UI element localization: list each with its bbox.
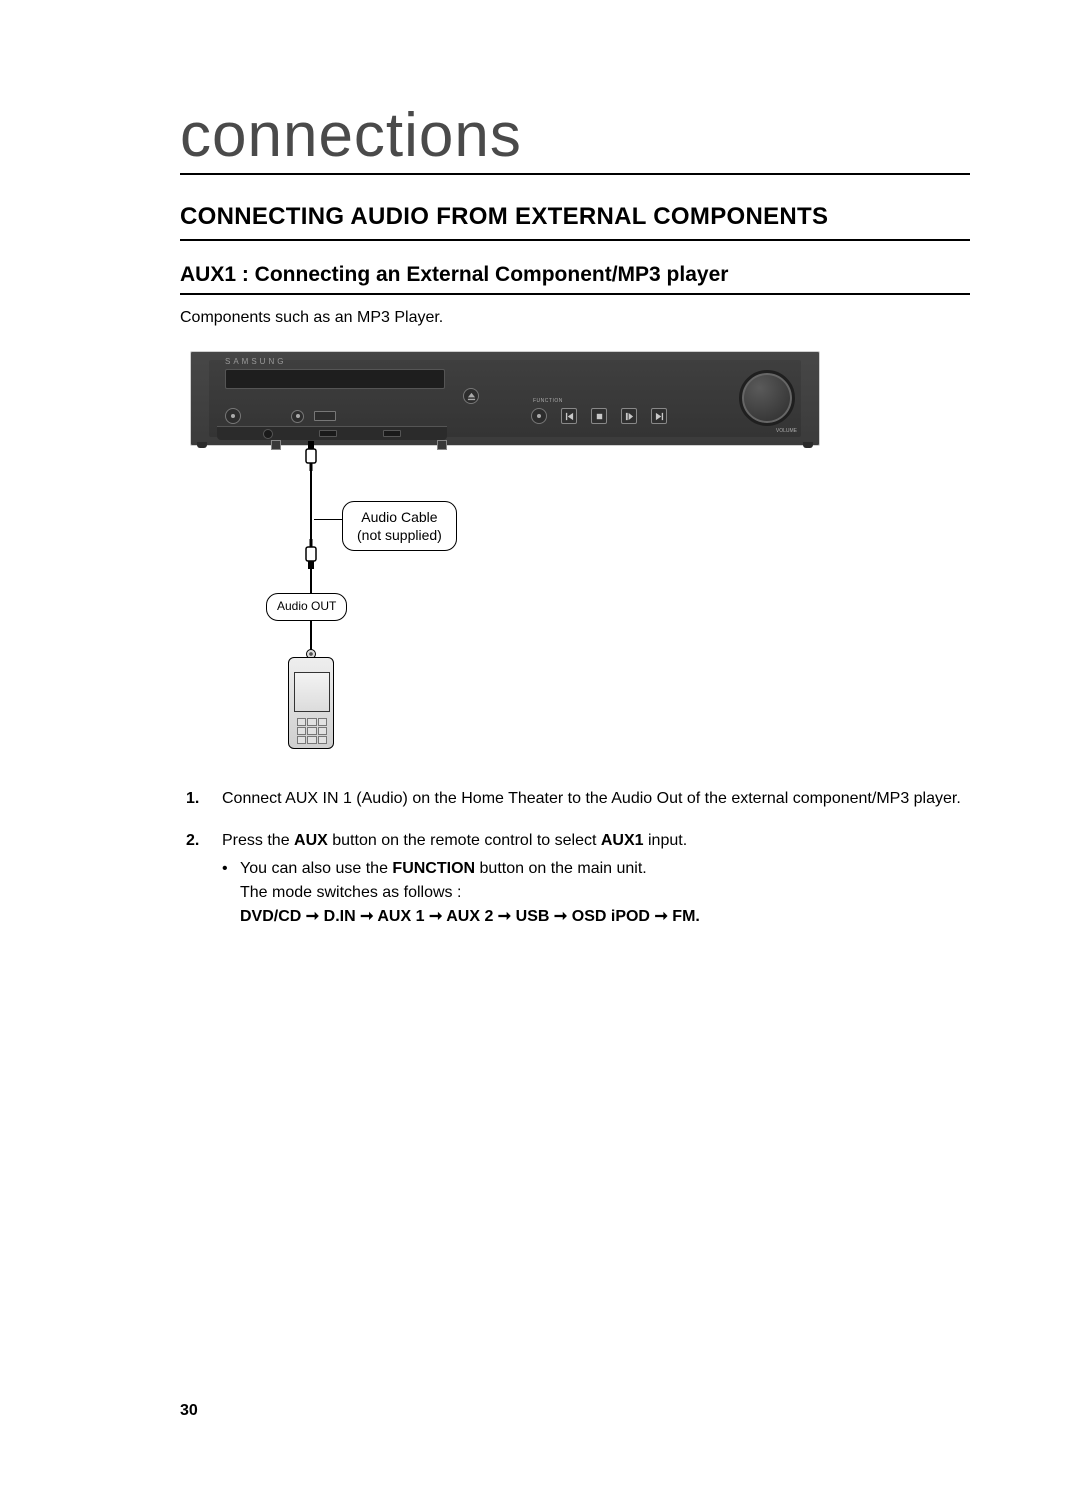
mp3-screen [294, 672, 330, 712]
home-theater-front-panel: SAMSUNG FUNCTION [190, 351, 820, 446]
next-track-icon [651, 408, 667, 424]
panel-notch [271, 440, 281, 450]
cable-plug-top [303, 441, 319, 471]
mode-item: USB [516, 908, 550, 925]
subsection-heading: AUX1 : Connecting an External Component/… [180, 263, 970, 295]
step-1: Connect AUX IN 1 (Audio) on the Home The… [204, 787, 970, 811]
arrow-icon: ➞ [360, 908, 373, 925]
usb-port [383, 430, 401, 437]
stop-icon [591, 408, 607, 424]
bullet-text: You can also use the [240, 860, 392, 877]
callout-audio-out: Audio OUT [266, 593, 347, 621]
bold-text: AUX1 [601, 832, 644, 849]
left-button-row [225, 408, 336, 424]
callout-lead-line [314, 519, 342, 520]
power-button-icon [225, 408, 241, 424]
mode-item: AUX 2 [446, 908, 493, 925]
callout-audio-cable: Audio Cable (not supplied) [342, 501, 457, 551]
volume-knob [739, 370, 795, 426]
arrow-icon: ➞ [498, 908, 511, 925]
callout-text: (not supplied) [357, 527, 442, 543]
connection-diagram: SAMSUNG FUNCTION [190, 351, 820, 761]
play-pause-icon [621, 408, 637, 424]
small-round-button [291, 410, 304, 423]
eject-button [463, 388, 479, 404]
section-heading: CONNECTING AUDIO FROM EXTERNAL COMPONENT… [180, 203, 970, 241]
step-text: Press the [222, 832, 294, 849]
callout-text: Audio OUT [277, 599, 336, 613]
mode-item: DVD/CD [240, 908, 301, 925]
page-number: 30 [180, 1402, 198, 1420]
manual-page: connections CONNECTING AUDIO FROM EXTERN… [0, 0, 1080, 1492]
control-button-row [531, 408, 667, 424]
cable-plug-bottom [303, 539, 319, 569]
aux-in-port [263, 429, 273, 439]
mode-item: OSD iPOD [572, 908, 650, 925]
mp3-player-illustration [288, 649, 334, 749]
arrow-icon: ➞ [429, 908, 442, 925]
arrow-icon: ➞ [654, 908, 667, 925]
bullet-text: The mode switches as follows : [240, 884, 461, 901]
front-port-panel [217, 426, 447, 440]
callout-text: Audio Cable [361, 509, 437, 525]
step-text: Connect AUX IN 1 (Audio) on the Home The… [222, 790, 961, 807]
chapter-title: connections [180, 100, 970, 175]
instruction-list: Connect AUX IN 1 (Audio) on the Home The… [204, 787, 970, 929]
mp3-keypad [297, 718, 327, 744]
panel-notch [437, 440, 447, 450]
mode-item: FM [672, 908, 695, 925]
bold-text: AUX [294, 832, 328, 849]
step-text: button on the remote control to select [328, 832, 601, 849]
step-2: Press the AUX button on the remote contr… [204, 829, 970, 929]
panel-foot [197, 442, 207, 448]
usb-port [319, 430, 337, 437]
arrow-icon: ➞ [306, 908, 319, 925]
panel-foot [803, 442, 813, 448]
mode-sequence: DVD/CD ➞ D.IN ➞ AUX 1 ➞ AUX 2 ➞ USB ➞ OS… [240, 908, 700, 925]
mp3-body [288, 657, 334, 749]
display-window [314, 411, 336, 421]
function-label: FUNCTION [533, 398, 563, 404]
disc-slot [225, 369, 445, 389]
volume-label: VOLUME [776, 428, 797, 434]
intro-paragraph: Components such as an MP3 Player. [180, 309, 970, 327]
bullet-text: button on the main unit. [475, 860, 647, 877]
arrow-icon: ➞ [554, 908, 567, 925]
step-text: input. [644, 832, 688, 849]
function-button [531, 408, 547, 424]
bold-text: FUNCTION [392, 860, 475, 877]
sub-bullet: You can also use the FUNCTION button on … [222, 857, 970, 929]
mode-item: AUX 1 [377, 908, 424, 925]
prev-track-icon [561, 408, 577, 424]
brand-text: SAMSUNG [225, 357, 286, 366]
mode-item: D.IN [324, 908, 356, 925]
